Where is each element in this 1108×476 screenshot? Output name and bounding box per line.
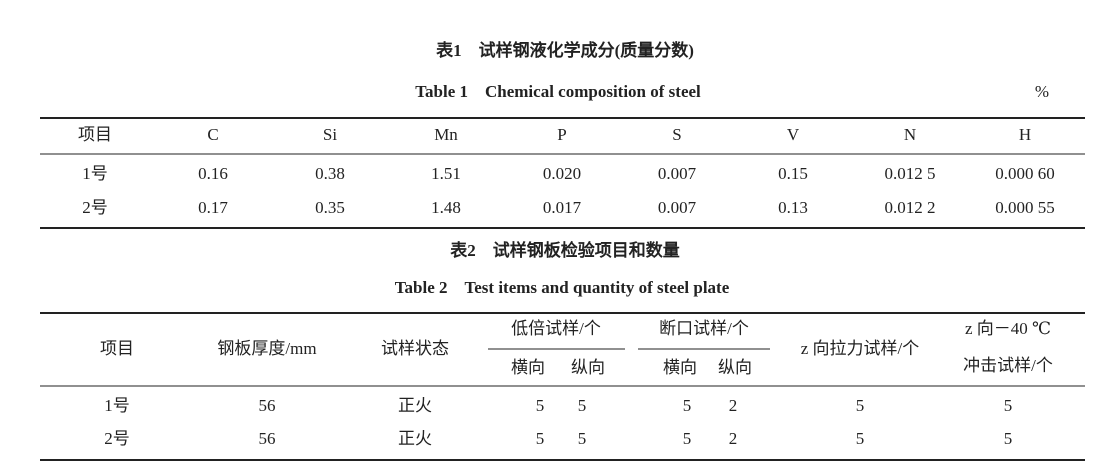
table-cell: 5	[856, 396, 865, 415]
header-cell: 项目	[78, 125, 112, 144]
header-cell: Mn	[434, 125, 458, 144]
table-cell: 5	[1004, 429, 1013, 448]
header-cell: P	[557, 125, 566, 144]
table-cell: 1.48	[431, 198, 461, 217]
table-cell: 2	[729, 429, 738, 448]
table-cell: 0.007	[658, 164, 697, 183]
table-cell: 0.13	[778, 198, 808, 217]
header-cell: 试样状态	[381, 339, 449, 358]
table-cell: 5	[578, 429, 587, 448]
table-cell: 0.000 55	[995, 198, 1055, 217]
table-cell: 5	[683, 396, 692, 415]
header-cell: 钢板厚度/mm	[217, 339, 316, 358]
table-cell: 2号	[82, 198, 108, 217]
table-cell: 0.38	[315, 164, 345, 183]
table1-unit: %	[1035, 82, 1049, 101]
header-cell: z 向拉力试样/个	[801, 339, 920, 358]
table-cell: 0.16	[198, 164, 228, 183]
header-cell: 断口试样/个	[659, 319, 749, 338]
table-cell: 0.35	[315, 198, 345, 217]
header-cell: Si	[323, 125, 337, 144]
header-cell: V	[787, 125, 800, 144]
table-cell: 0.17	[198, 198, 228, 217]
table-cell: 0.007	[658, 198, 697, 217]
table-cell: 5	[536, 396, 545, 415]
table-cell: 0.012 2	[885, 198, 936, 217]
header-cell: 纵向	[718, 358, 752, 377]
table-cell: 5	[578, 396, 587, 415]
table-cell: 0.000 60	[995, 164, 1055, 183]
table-cell: 正火	[398, 396, 432, 415]
header-cell: 低倍试样/个	[511, 319, 601, 338]
table-cell: 0.020	[543, 164, 581, 183]
header-cell: 项目	[100, 339, 134, 358]
header-cell: 横向	[663, 358, 697, 377]
table2-title-cn: 表2 试样钢板检验项目和数量	[450, 240, 680, 260]
header-cell: H	[1019, 125, 1031, 144]
table-cell: 0.15	[778, 164, 808, 183]
table-cell: 正火	[398, 429, 432, 448]
table-cell: 5	[683, 429, 692, 448]
header-cell: 纵向	[571, 358, 605, 377]
table-cell: 2号	[104, 429, 130, 448]
header-cell: 横向	[511, 358, 545, 377]
table-cell: 2	[729, 396, 738, 415]
table-cell: 56	[259, 396, 276, 415]
table-cell: 1.51	[431, 164, 461, 183]
table-cell: 0.017	[543, 198, 582, 217]
table-cell: 5	[1004, 396, 1013, 415]
header-cell: S	[672, 125, 681, 144]
header-cell: C	[207, 125, 218, 144]
table1-title-en: Table 1 Chemical composition of steel	[415, 82, 701, 101]
table-cell: 56	[259, 429, 276, 448]
table-cell: 1号	[104, 396, 130, 415]
header-cell: 冲击试样/个	[963, 356, 1053, 375]
table-cell: 5	[856, 429, 865, 448]
table-cell: 5	[536, 429, 545, 448]
table1-title-cn: 表1 试样钢液化学成分(质量分数)	[436, 40, 694, 60]
header-cell: z 向－40 ℃	[965, 319, 1051, 338]
table-cell: 1号	[82, 164, 108, 183]
table-cell: 0.012 5	[885, 164, 936, 183]
table2-title-en: Table 2 Test items and quantity of steel…	[395, 278, 730, 297]
header-cell: N	[904, 125, 916, 144]
